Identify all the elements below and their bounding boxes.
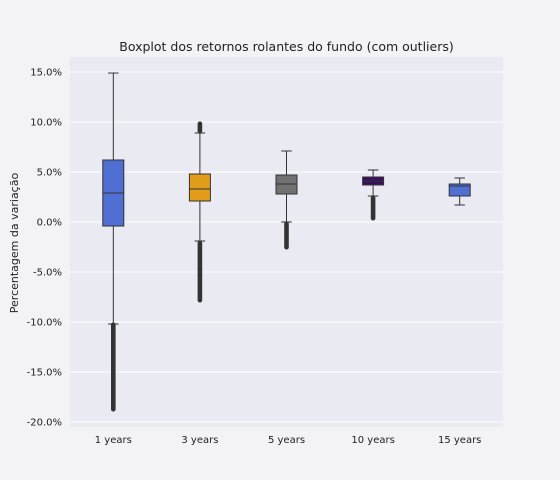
outlier-points [370, 195, 376, 221]
x-tick-label: 15 years [438, 435, 481, 446]
outlier-points [284, 221, 289, 250]
x-tick-label: 5 years [268, 435, 305, 446]
x-tick-label: 10 years [351, 435, 394, 446]
y-tick-label: 0.0% [37, 218, 62, 229]
box-group [102, 72, 125, 412]
y-tick-label: 10.0% [30, 118, 62, 129]
x-axis-ticks: 1 years 3 years 5 years 10 years 15 years [95, 435, 482, 446]
y-tick-label: 5.0% [37, 168, 62, 179]
box-body [188, 173, 211, 202]
y-tick-label: -5.0% [33, 268, 62, 279]
y-axis-ticks: 15.0% 10.0% 5.0% 0.0% -5.0% -10.0% -15.0% -20.0… [27, 68, 62, 429]
outlier-points [197, 240, 203, 303]
outlier-points [111, 322, 116, 412]
y-axis-label: Percentagem da variação [8, 173, 21, 314]
box-series [102, 72, 471, 412]
y-tick-label: -10.0% [27, 318, 62, 329]
box-group [448, 177, 471, 206]
y-tick-label: -15.0% [27, 368, 62, 379]
box-body [448, 183, 471, 197]
chart-title: Boxplot dos retornos rolantes do fundo (… [119, 39, 454, 54]
x-tick-label: 1 years [95, 435, 132, 446]
box-group [188, 121, 211, 303]
x-tick-label: 3 years [181, 435, 218, 446]
box-group [275, 150, 298, 250]
outlier-points [197, 121, 203, 134]
y-tick-label: -20.0% [27, 418, 62, 429]
y-tick-label: 15.0% [30, 68, 62, 79]
box-group [362, 169, 385, 221]
